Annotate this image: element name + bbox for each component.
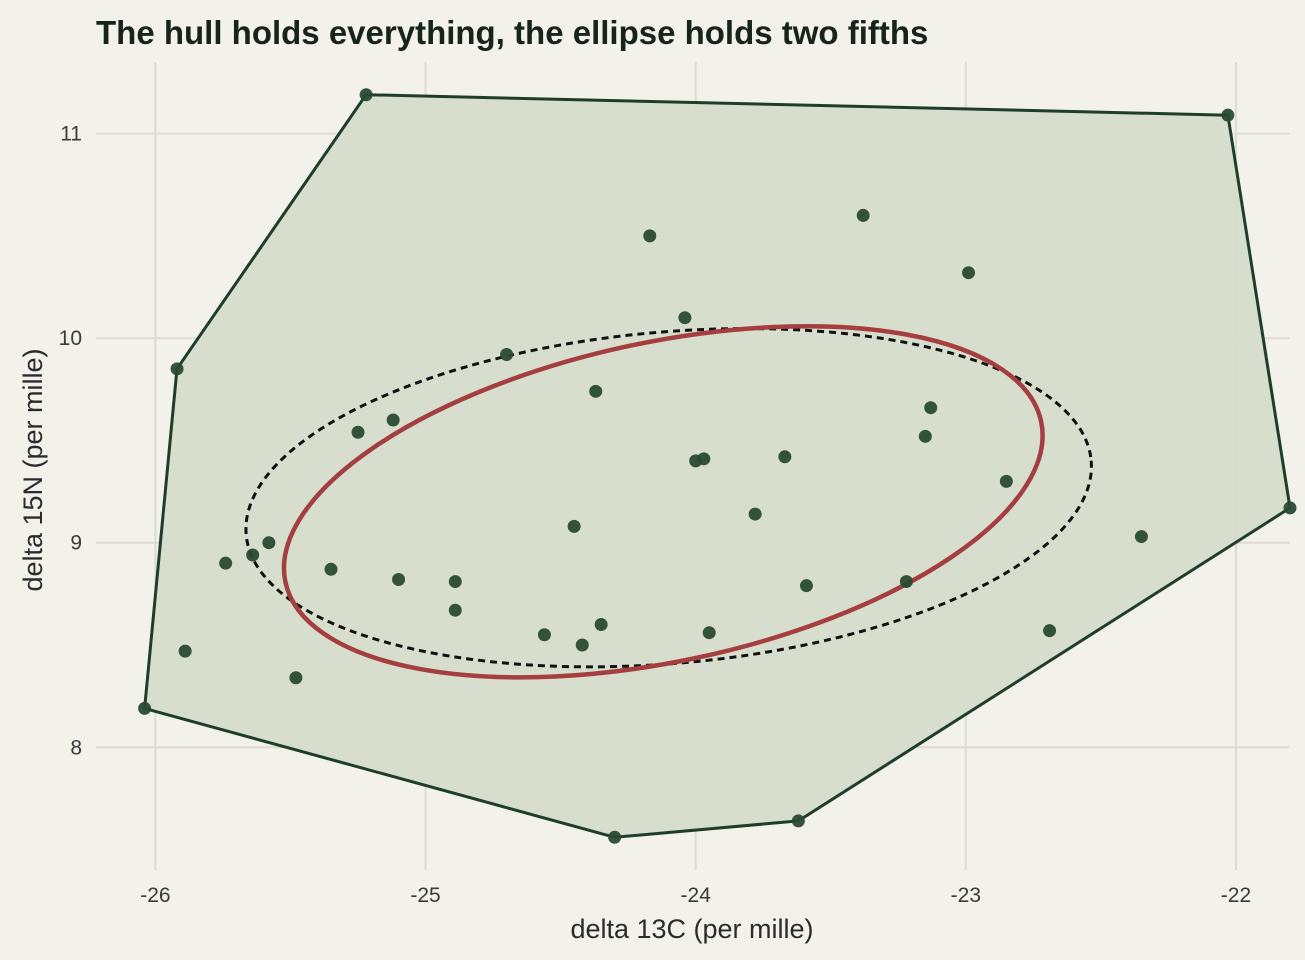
- data-point: [262, 536, 276, 550]
- data-point: [643, 229, 657, 243]
- x-tick-label: -25: [410, 884, 440, 907]
- data-point: [170, 362, 184, 376]
- data-point: [748, 507, 762, 521]
- ellipse-solid: [281, 324, 1045, 680]
- data-point: [791, 814, 805, 828]
- x-tick-label: -22: [1221, 884, 1251, 907]
- hull-polygon: [143, 93, 1292, 839]
- data-point: [178, 644, 192, 658]
- y-tick-label: 9: [70, 532, 82, 555]
- data-point: [386, 413, 400, 427]
- y-tick-label: 8: [70, 736, 82, 759]
- data-point: [392, 573, 406, 587]
- data-point: [246, 548, 260, 562]
- data-point: [999, 474, 1013, 488]
- data-point: [594, 618, 608, 632]
- data-point: [678, 311, 692, 325]
- x-axis-label: delta 13C (per mille): [570, 914, 813, 944]
- data-point: [351, 425, 365, 439]
- data-point: [448, 575, 462, 589]
- y-tick-label: 11: [60, 123, 82, 146]
- data-point: [1283, 501, 1297, 515]
- data-point: [537, 628, 551, 642]
- data-point: [138, 701, 152, 715]
- x-tick-label: -26: [140, 884, 170, 907]
- y-axis-label: delta 15N (per mille): [18, 348, 48, 591]
- data-point: [899, 575, 913, 589]
- x-tick-label: -24: [681, 884, 712, 907]
- x-tick-label: -23: [951, 884, 981, 907]
- data-point: [702, 626, 716, 640]
- data-point: [918, 429, 932, 443]
- data-point: [219, 556, 233, 570]
- data-point: [608, 830, 622, 844]
- data-point: [1134, 530, 1148, 544]
- chart-title: The hull holds everything, the ellipse h…: [96, 14, 928, 51]
- convex-hull: [143, 93, 1292, 839]
- data-point: [799, 579, 813, 593]
- tick-labels: -26 -25 -24 -23 -22 8 9 10 11: [59, 123, 1252, 907]
- ellipses: [244, 324, 1093, 680]
- data-point: [856, 208, 870, 222]
- data-point: [575, 638, 589, 652]
- data-point: [359, 88, 373, 102]
- data-point: [324, 562, 338, 576]
- y-tick-label: 10: [59, 327, 82, 350]
- data-point: [1043, 624, 1057, 638]
- data-point: [778, 450, 792, 464]
- data-point: [589, 384, 603, 398]
- data-point: [924, 401, 938, 415]
- data-point: [289, 671, 303, 685]
- data-point: [1221, 108, 1235, 122]
- data-points: [138, 88, 1297, 844]
- data-point: [500, 348, 514, 362]
- data-point: [448, 603, 462, 617]
- data-point: [697, 452, 711, 466]
- data-point: [962, 266, 976, 280]
- data-point: [567, 519, 581, 533]
